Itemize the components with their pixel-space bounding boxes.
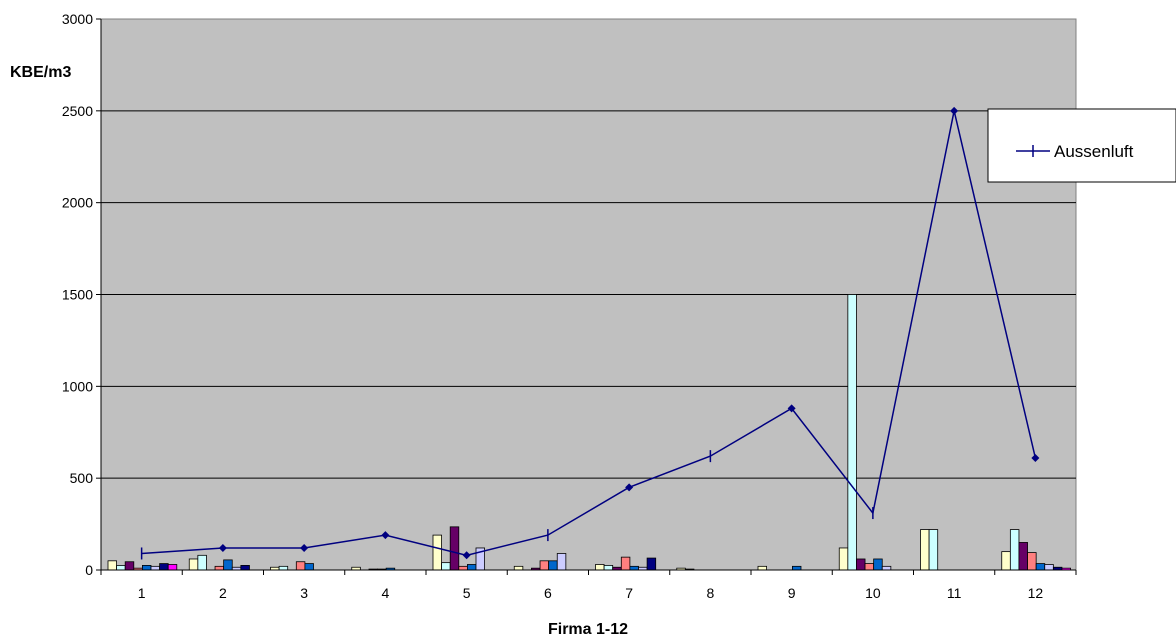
line-series <box>140 106 1040 560</box>
bar <box>513 565 524 571</box>
legend-box <box>987 108 1176 183</box>
bar <box>548 560 558 571</box>
bar <box>150 565 161 571</box>
y-tick-label: 3000 <box>62 11 93 27</box>
y-tick-label: 2000 <box>62 195 93 211</box>
data-point-marker <box>381 531 390 540</box>
bar <box>864 563 875 571</box>
bar <box>107 560 118 571</box>
y-tick-label: 0 <box>85 562 93 578</box>
bar <box>603 565 614 571</box>
legend: Aussenluft <box>987 108 1176 183</box>
y-tick-label: 1000 <box>62 378 93 394</box>
bar <box>1035 563 1046 571</box>
bar <box>928 529 939 571</box>
bars <box>107 294 1071 571</box>
x-tick-label: 10 <box>865 585 881 601</box>
bar <box>847 294 857 571</box>
bar <box>278 565 289 571</box>
bar <box>556 553 567 571</box>
bar <box>595 564 605 571</box>
bar <box>295 561 306 571</box>
bar <box>539 560 550 571</box>
bar <box>124 561 135 571</box>
y-tick-label: 1500 <box>62 287 93 303</box>
bar <box>449 526 460 571</box>
x-tick-label: 12 <box>1028 585 1044 601</box>
bar <box>646 557 657 571</box>
data-point-marker <box>1031 453 1040 462</box>
bar <box>629 565 639 571</box>
y-axis-title: KBE/m3 <box>10 64 71 81</box>
bar <box>304 563 314 571</box>
bar <box>856 558 866 571</box>
x-tick-label: 3 <box>300 585 308 601</box>
data-point-marker <box>625 483 634 492</box>
bar <box>116 565 126 571</box>
data-point-marker <box>950 106 959 115</box>
series-line <box>141 110 1037 557</box>
x-tick-label: 2 <box>219 585 227 601</box>
data-point-marker <box>462 551 471 560</box>
y-tick-label: 2500 <box>62 103 93 119</box>
x-tick-label: 11 <box>947 585 962 601</box>
bar <box>1027 552 1037 571</box>
x-tick-label: 8 <box>706 585 714 601</box>
x-tick-label: 7 <box>625 585 633 601</box>
data-point-marker <box>218 543 227 552</box>
bar <box>466 564 477 571</box>
x-tick-label: 6 <box>544 585 552 601</box>
x-tick-label: 9 <box>788 585 796 601</box>
bar <box>432 534 443 571</box>
bar <box>214 565 225 571</box>
bar <box>458 565 468 571</box>
data-point-marker <box>300 543 309 552</box>
bar <box>920 529 930 571</box>
bar <box>159 563 169 571</box>
bar <box>757 565 768 571</box>
bar <box>873 558 883 571</box>
bar <box>838 547 849 571</box>
bar <box>1001 551 1011 571</box>
y-tick-label: 500 <box>70 470 94 486</box>
bar <box>1018 542 1028 571</box>
gridlines <box>101 110 1076 479</box>
x-tick-label: 4 <box>381 585 389 601</box>
bar <box>792 565 802 571</box>
bar <box>1009 529 1020 571</box>
x-tick-label: 5 <box>463 585 471 601</box>
bar <box>1044 564 1054 571</box>
data-point-marker <box>787 404 796 413</box>
legend-label-aussenluft: Aussenluft <box>1054 142 1134 161</box>
bar <box>620 556 631 571</box>
bar <box>167 564 178 571</box>
bar <box>197 554 207 571</box>
x-tick-label: 1 <box>138 585 146 601</box>
bar <box>188 558 199 571</box>
bar <box>240 565 250 571</box>
bar <box>141 565 152 571</box>
bar <box>223 559 233 571</box>
bar <box>881 565 892 571</box>
bar <box>441 562 451 571</box>
x-axis-title: Firma 1-12 <box>548 621 628 638</box>
